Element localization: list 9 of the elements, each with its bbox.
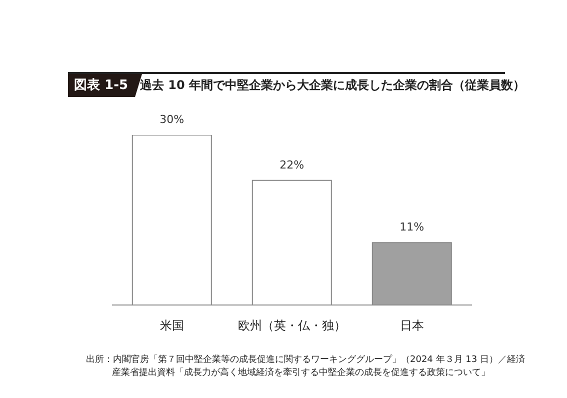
- x-tick-label: 日本: [400, 318, 424, 333]
- text: 出所：内閣官房「第７回中堅企業等の成長促進に関するワーキンググループ」（2024 年３月 13 日）／経済産業省提出資料「成長力が高く地域経済を牽引する中堅企業の成長を促進する政策について」: [86, 354, 526, 380]
- x-tick-label: 欧州（英・仏・独）: [238, 318, 346, 333]
- data-label: 11%: [400, 220, 424, 234]
- x-tick-label: 米国: [160, 318, 184, 333]
- data-label: 30%: [160, 113, 184, 126]
- chart-subtitle: 過去 10 年間で中堅企業から大企業に成長した企業の割合（従業員数）: [140, 77, 526, 94]
- chart-title: 図表 1-5: [74, 78, 128, 93]
- data-label: 22%: [280, 158, 304, 172]
